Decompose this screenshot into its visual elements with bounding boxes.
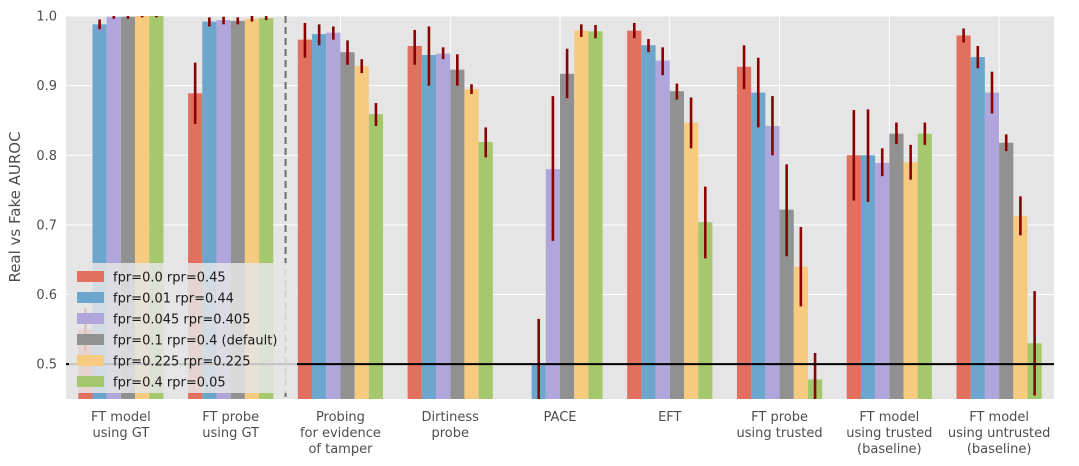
y-ticks: 0.5 0.6 0.7 0.8 0.9 1.0 [36,10,57,373]
y-tick-label: 0.9 [36,79,57,94]
bar [464,89,479,400]
bar [312,34,327,399]
bar [669,91,684,399]
bar [627,30,642,400]
legend-label: fpr=0.1 rpr=0.4 (default) [113,334,277,349]
bar [574,30,589,400]
bar [984,92,1000,399]
bar [436,53,451,399]
bar [860,155,876,399]
bar [903,162,918,399]
legend-swatch [77,292,104,303]
x-ticks: FT model using GT FT probe using GT Probing f… [91,410,1050,457]
legend-label: fpr=0.01 rpr=0.44 [113,292,234,307]
bar [917,133,932,399]
bar [340,52,355,400]
y-tick-label: 0.7 [36,218,57,233]
legend-label: fpr=0.4 rpr=0.05 [113,376,226,391]
bar [560,73,575,399]
legend: fpr=0.0 rpr=0.45 fpr=0.01 rpr=0.44 fpr=0.0… [69,263,297,393]
x-tick-label: FT probe using trusted [737,410,823,441]
legend-label: fpr=0.0 rpr=0.45 [113,271,226,286]
x-tick-label: EFT [658,410,681,425]
bar [407,45,422,400]
legend-label: fpr=0.045 rpr=0.405 [113,313,250,328]
bar [779,209,794,399]
y-tick-label: 0.5 [36,358,57,373]
bar [478,142,493,400]
bar [793,266,808,399]
x-tick-label: FT model using GT [91,410,151,441]
y-axis-label: Real vs Fake AUROC [6,131,24,282]
bars [78,16,1042,400]
bar [368,114,384,400]
legend-box [69,263,297,393]
bar [889,133,904,399]
x-tick-label: PACE [544,410,577,425]
y-tick-label: 1.0 [36,10,57,25]
legend-swatch [77,376,104,387]
legend-label: fpr=0.225 rpr=0.225 [113,355,250,370]
bar [736,66,752,400]
bar [765,126,780,399]
x-tick-label: Dirtiness probe [421,410,479,441]
bar [354,66,369,399]
legend-swatch [77,334,104,345]
bar [956,35,971,400]
x-tick-label: FT model using untrusted (baseline) [948,410,1051,457]
y-tick-label: 0.6 [36,288,57,303]
bar [421,54,437,399]
legend-swatch [77,313,104,324]
error-bars [84,16,1036,399]
x-tick-label: Probing for evidence of tamper [300,410,381,457]
bar [655,60,670,400]
bar [683,122,699,399]
bar [450,69,465,400]
bar [875,162,890,399]
bar [297,39,313,400]
legend-swatch [77,355,104,366]
legend-swatch [77,271,104,282]
bar [545,169,560,399]
bar [970,57,985,400]
bar [846,155,861,399]
x-tick-label: FT probe using GT [202,410,259,441]
bar [999,142,1014,400]
bar [588,31,603,399]
bar [751,92,766,399]
y-tick-label: 0.8 [36,149,57,164]
bar [326,32,341,399]
x-tick-label: FT model using trusted (baseline) [846,410,932,457]
bar [641,45,656,399]
bar [1013,215,1028,399]
bar [698,222,713,399]
